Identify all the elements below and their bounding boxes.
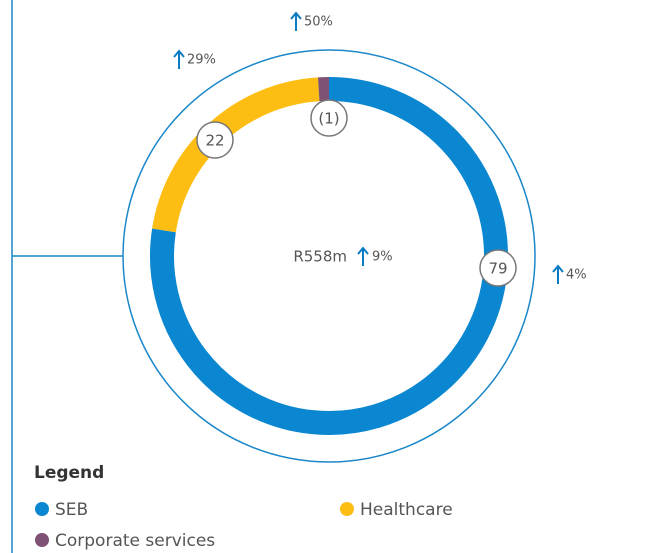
up-arrow bbox=[290, 11, 302, 31]
donut-segment bbox=[152, 77, 320, 233]
legend-title: Legend bbox=[34, 463, 104, 483]
up-arrow bbox=[357, 246, 369, 266]
legend-label: SEB bbox=[55, 500, 88, 520]
value-label: (1) bbox=[318, 110, 339, 128]
legend-swatch bbox=[340, 502, 354, 516]
value-badge bbox=[196, 121, 234, 159]
change-label: 50% bbox=[304, 15, 333, 30]
up-arrow bbox=[173, 49, 185, 69]
legend-label: Healthcare bbox=[360, 500, 453, 520]
value-label: 22 bbox=[205, 132, 224, 150]
legend-swatch bbox=[35, 533, 49, 547]
donut-segment bbox=[150, 77, 508, 435]
value-label: 79 bbox=[488, 260, 507, 278]
change-label: 29% bbox=[187, 53, 216, 68]
outer-ring bbox=[122, 49, 536, 463]
value-badge bbox=[310, 99, 348, 137]
total-label: R558m bbox=[293, 248, 347, 266]
change-label: 4% bbox=[566, 268, 587, 283]
value-badge bbox=[479, 249, 517, 287]
legend-label: Corporate services bbox=[55, 531, 215, 551]
total-change-label: 9% bbox=[372, 250, 393, 265]
legend-swatch bbox=[35, 502, 49, 516]
up-arrow bbox=[552, 264, 564, 284]
